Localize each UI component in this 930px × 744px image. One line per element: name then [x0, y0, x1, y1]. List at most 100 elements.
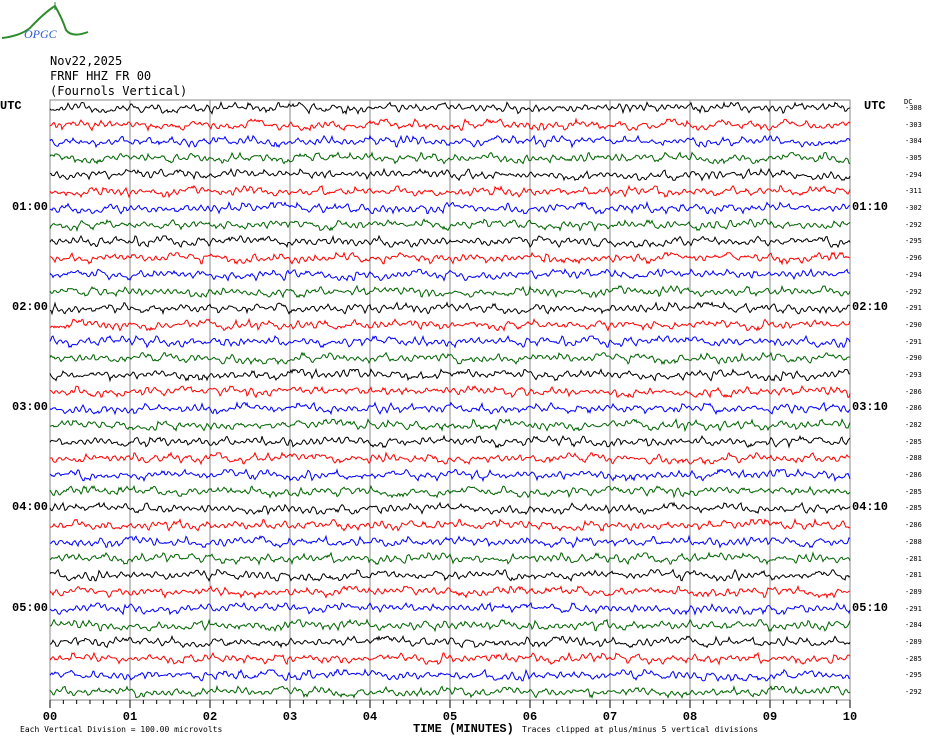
- dc-offset-label: -291: [905, 304, 922, 313]
- trace-row: [49, 601, 851, 616]
- trace-row: [49, 117, 851, 132]
- x-tick-label: 02: [203, 710, 217, 724]
- dc-offset-label: -308: [905, 104, 922, 112]
- trace-row: [49, 484, 851, 499]
- dc-offset-label: -286: [905, 471, 922, 480]
- left-time-label: 03:00: [12, 400, 49, 415]
- dc-offset-label: -284: [905, 621, 922, 630]
- trace-row: [49, 451, 851, 466]
- trace-row: [49, 551, 851, 566]
- right-time-label: 03:10: [852, 400, 889, 415]
- dc-offset-label: -289: [905, 587, 922, 596]
- trace-row: [49, 100, 851, 116]
- trace-row: [49, 417, 851, 433]
- dc-offset-label: -302: [905, 204, 922, 213]
- x-tick-label: 01: [123, 710, 137, 724]
- dc-offset-label: -286: [905, 404, 922, 413]
- right-time-label: 01:10: [852, 200, 889, 215]
- x-tick-label: 04: [363, 710, 377, 724]
- date-label: Nov22,2025: [50, 54, 123, 68]
- x-tick-label: 03: [283, 710, 297, 724]
- trace-row: [49, 167, 851, 182]
- right-axis-title: UTC: [864, 99, 886, 113]
- trace-row: [49, 301, 851, 316]
- right-time-label: 05:10: [852, 600, 889, 615]
- trace-row: [49, 501, 851, 516]
- dc-offset-label: -292: [905, 220, 922, 229]
- left-axis-title: UTC: [0, 99, 22, 113]
- dc-offset-label: -281: [905, 554, 922, 563]
- x-tick-label: 09: [763, 710, 777, 724]
- dc-offset-label: -282: [905, 421, 922, 430]
- trace-row: [49, 634, 851, 649]
- dc-offset-label: -304: [905, 137, 922, 146]
- left-time-label: 02:00: [12, 300, 49, 315]
- trace-row: [49, 284, 851, 299]
- right-time-label: 04:10: [852, 500, 889, 515]
- logo: OPGC: [0, 0, 90, 45]
- dc-offset-label: -293: [905, 370, 922, 379]
- footer-clip-note: Traces clipped at plus/minus 5 vertical …: [522, 725, 759, 734]
- dc-offset-label: -288: [905, 537, 922, 546]
- dc-offset-label: -286: [905, 521, 922, 530]
- dc-offset-label: -285: [905, 504, 922, 513]
- trace-row: [49, 668, 851, 682]
- dc-offset-label: -303: [905, 120, 922, 129]
- x-tick-label: 08: [683, 710, 697, 724]
- trace-row: [49, 317, 851, 332]
- trace-row: [49, 384, 851, 399]
- trace-row: [50, 534, 851, 549]
- trace-row: [49, 468, 851, 483]
- trace-row: [49, 234, 851, 249]
- dc-offset-label: -285: [905, 654, 922, 663]
- left-time-label: 04:00: [12, 500, 49, 515]
- dc-offset-label: -285: [905, 437, 922, 446]
- trace-row: [49, 334, 851, 349]
- dc-offset-label: -286: [905, 387, 922, 396]
- dc-offset-label: -296: [905, 254, 922, 263]
- trace-row: [49, 134, 851, 149]
- trace-row: [49, 434, 851, 449]
- left-time-label: 01:00: [12, 200, 49, 215]
- dc-offset-label: -290: [905, 354, 922, 363]
- x-tick-label: 10: [843, 710, 857, 724]
- dc-offset-label: -295: [905, 237, 922, 246]
- trace-row: [49, 218, 851, 233]
- dc-offset-label: -290: [905, 320, 922, 329]
- trace-row: [49, 267, 851, 282]
- trace-row: [49, 200, 851, 215]
- logo-text: OPGC: [24, 27, 57, 41]
- dc-offset-label: -281: [905, 571, 922, 580]
- dc-offset-label: -291: [905, 337, 922, 346]
- dc-offset-label: -285: [905, 487, 922, 496]
- x-tick-label: 00: [43, 710, 57, 724]
- trace-row: [49, 367, 851, 383]
- trace-row: [49, 618, 851, 633]
- description-label: (Fournols Vertical): [50, 84, 188, 98]
- station-label: FRNF HHZ FR 00: [50, 69, 152, 83]
- trace-row: [49, 517, 851, 532]
- dc-header: DC: [904, 98, 913, 106]
- x-tick-label: 05: [443, 710, 457, 724]
- trace-row: [49, 568, 851, 583]
- trace-row: [49, 684, 851, 700]
- dc-offset-label: -294: [905, 170, 922, 179]
- x-tick-label: 07: [603, 710, 617, 724]
- trace-row: [49, 151, 851, 165]
- logo-curve-icon: [1, 2, 89, 39]
- x-tick-label: 06: [523, 710, 537, 724]
- dc-offset-label: -289: [905, 637, 922, 646]
- trace-row: [49, 351, 851, 366]
- dc-offset-label: -291: [905, 604, 922, 613]
- dc-offset-label: -305: [905, 154, 922, 163]
- dc-offset-label: -292: [905, 688, 922, 696]
- left-time-label: 05:00: [12, 600, 49, 615]
- dc-offset-label: -292: [905, 287, 922, 296]
- trace-row: [50, 251, 851, 266]
- dc-offset-label: -288: [905, 454, 922, 463]
- trace-row: [49, 584, 851, 599]
- footer-scale: Each Vertical Division = 100.00 microvol…: [20, 725, 223, 734]
- trace-row: [49, 651, 851, 666]
- right-time-label: 02:10: [852, 300, 889, 315]
